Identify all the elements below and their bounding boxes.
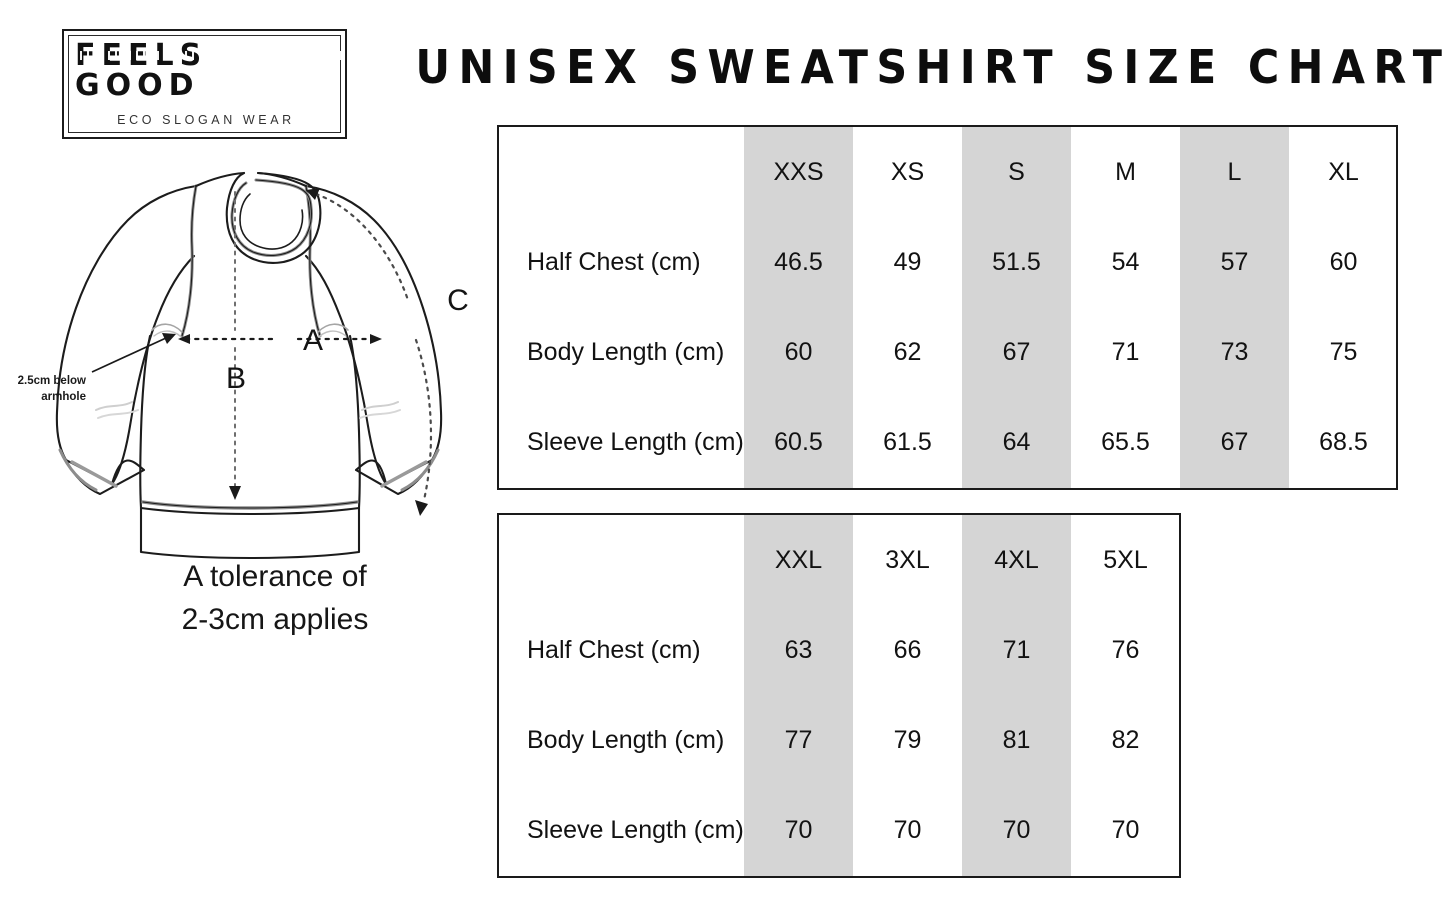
armhole-callout-pointer (91, 333, 176, 373)
tolerance-line-2: 2-3cm applies (181, 602, 369, 636)
sweatshirt-technical-drawing: A B C 2.5cm below armhole (0, 150, 500, 570)
size-table-standard: XXS XS S M L XL Half Chest (cm) 46.5 49 … (497, 125, 1398, 490)
table-row: Sleeve Length (cm) 60.5 61.5 64 65.5 67 … (499, 398, 1398, 488)
cell-body-length-5xl: 82 (1111, 725, 1140, 754)
brand-logo-inner-frame: FEELS GOOD ECO SLOGAN WEAR (68, 35, 342, 133)
size-table-plus-grid: XXL 3XL 4XL 5XL Half Chest (cm) 63 66 71… (499, 515, 1180, 876)
col-header-xxl: XXL (774, 545, 823, 574)
measure-b-label: B (226, 362, 246, 395)
table-row: Half Chest (cm) 46.5 49 51.5 54 57 60 (499, 217, 1398, 307)
cell-body-length-xxl: 77 (784, 725, 813, 754)
armhole-note-line2: armhole (41, 391, 86, 403)
tolerance-line-1: A tolerance of (183, 560, 367, 593)
table-header-row: XXL 3XL 4XL 5XL (499, 515, 1180, 605)
cell-body-length-xxs: 60 (784, 337, 813, 366)
col-header-xxs: XXS (773, 157, 824, 186)
cell-sleeve-length-m: 65.5 (1101, 428, 1150, 457)
header-corner-cell (499, 127, 744, 217)
cell-half-chest-l: 57 (1220, 247, 1249, 276)
cell-half-chest-xs: 49 (893, 247, 922, 276)
cell-sleeve-length-xl: 68.5 (1319, 428, 1368, 457)
cell-body-length-s: 67 (1002, 337, 1031, 366)
cell-sleeve-length-xs: 61.5 (883, 428, 932, 457)
col-header-5xl: 5XL (1103, 545, 1148, 574)
cell-half-chest-3xl: 66 (893, 635, 922, 664)
brand-tagline: ECO SLOGAN WEAR (117, 113, 295, 127)
row-label-body-length: Body Length (cm) (527, 337, 725, 366)
cell-sleeve-length-4xl: 70 (1002, 816, 1031, 845)
row-label-sleeve-length: Sleeve Length (cm) (527, 816, 744, 845)
col-header-l: L (1227, 157, 1242, 186)
cell-body-length-xl: 75 (1329, 337, 1358, 366)
table-row: Body Length (cm) 77 79 81 82 (499, 695, 1180, 785)
row-label-half-chest: Half Chest (cm) (527, 247, 701, 276)
col-header-xs: XS (890, 157, 925, 186)
page-title: UNISEX SWEATSHIRT SIZE CHART (415, 40, 1445, 94)
cell-sleeve-length-5xl: 70 (1111, 816, 1140, 845)
cell-half-chest-s: 51.5 (992, 247, 1041, 276)
table-row: Sleeve Length (cm) 70 70 70 70 (499, 786, 1180, 876)
measure-c-label: C (447, 284, 469, 317)
header-corner-cell (499, 515, 744, 605)
cell-body-length-l: 73 (1220, 337, 1249, 366)
col-header-xl: XL (1328, 157, 1359, 186)
cell-sleeve-length-l: 67 (1220, 428, 1249, 457)
armhole-note-line1: 2.5cm below (18, 375, 86, 387)
sweatshirt-illustration-svg: A B C 2.5cm below armhole (18, 171, 469, 560)
row-label-body-length: Body Length (cm) (527, 725, 725, 754)
cell-sleeve-length-xxs: 60.5 (774, 428, 823, 457)
cell-half-chest-5xl: 76 (1111, 635, 1140, 664)
brand-name: FEELS GOOD (73, 41, 342, 101)
table-header-row: XXS XS S M L XL (499, 127, 1398, 217)
tolerance-note: A tolerance of 2-3cm applies (110, 556, 440, 641)
cell-half-chest-xxs: 46.5 (774, 247, 823, 276)
col-header-s: S (1008, 157, 1025, 186)
cell-body-length-4xl: 81 (1002, 725, 1031, 754)
cell-half-chest-m: 54 (1111, 247, 1140, 276)
measure-b-line (229, 191, 241, 500)
cell-half-chest-xl: 60 (1329, 247, 1358, 276)
brand-logo-box: FEELS GOOD ECO SLOGAN WEAR (62, 29, 347, 139)
cell-sleeve-length-3xl: 70 (893, 816, 922, 845)
col-header-4xl: 4XL (994, 545, 1039, 574)
col-header-m: M (1115, 157, 1136, 186)
size-table-standard-grid: XXS XS S M L XL Half Chest (cm) 46.5 49 … (499, 127, 1398, 488)
size-table-plus: XXL 3XL 4XL 5XL Half Chest (cm) 63 66 71… (497, 513, 1181, 878)
row-label-half-chest: Half Chest (cm) (527, 635, 701, 664)
measure-c-arrow (306, 188, 433, 516)
table-row: Half Chest (cm) 63 66 71 76 (499, 605, 1180, 695)
cell-sleeve-length-xxl: 70 (784, 816, 813, 845)
row-label-sleeve-length: Sleeve Length (cm) (527, 428, 744, 457)
cell-half-chest-xxl: 63 (784, 635, 813, 664)
cell-half-chest-4xl: 71 (1002, 635, 1031, 664)
measure-a-label: A (303, 324, 323, 357)
cell-body-length-m: 71 (1111, 337, 1140, 366)
cell-body-length-xs: 62 (893, 337, 922, 366)
measure-a-arrow (178, 334, 382, 344)
col-header-3xl: 3XL (885, 545, 930, 574)
cell-body-length-3xl: 79 (893, 725, 922, 754)
cell-sleeve-length-s: 64 (1002, 428, 1031, 457)
table-row: Body Length (cm) 60 62 67 71 73 75 (499, 307, 1398, 397)
